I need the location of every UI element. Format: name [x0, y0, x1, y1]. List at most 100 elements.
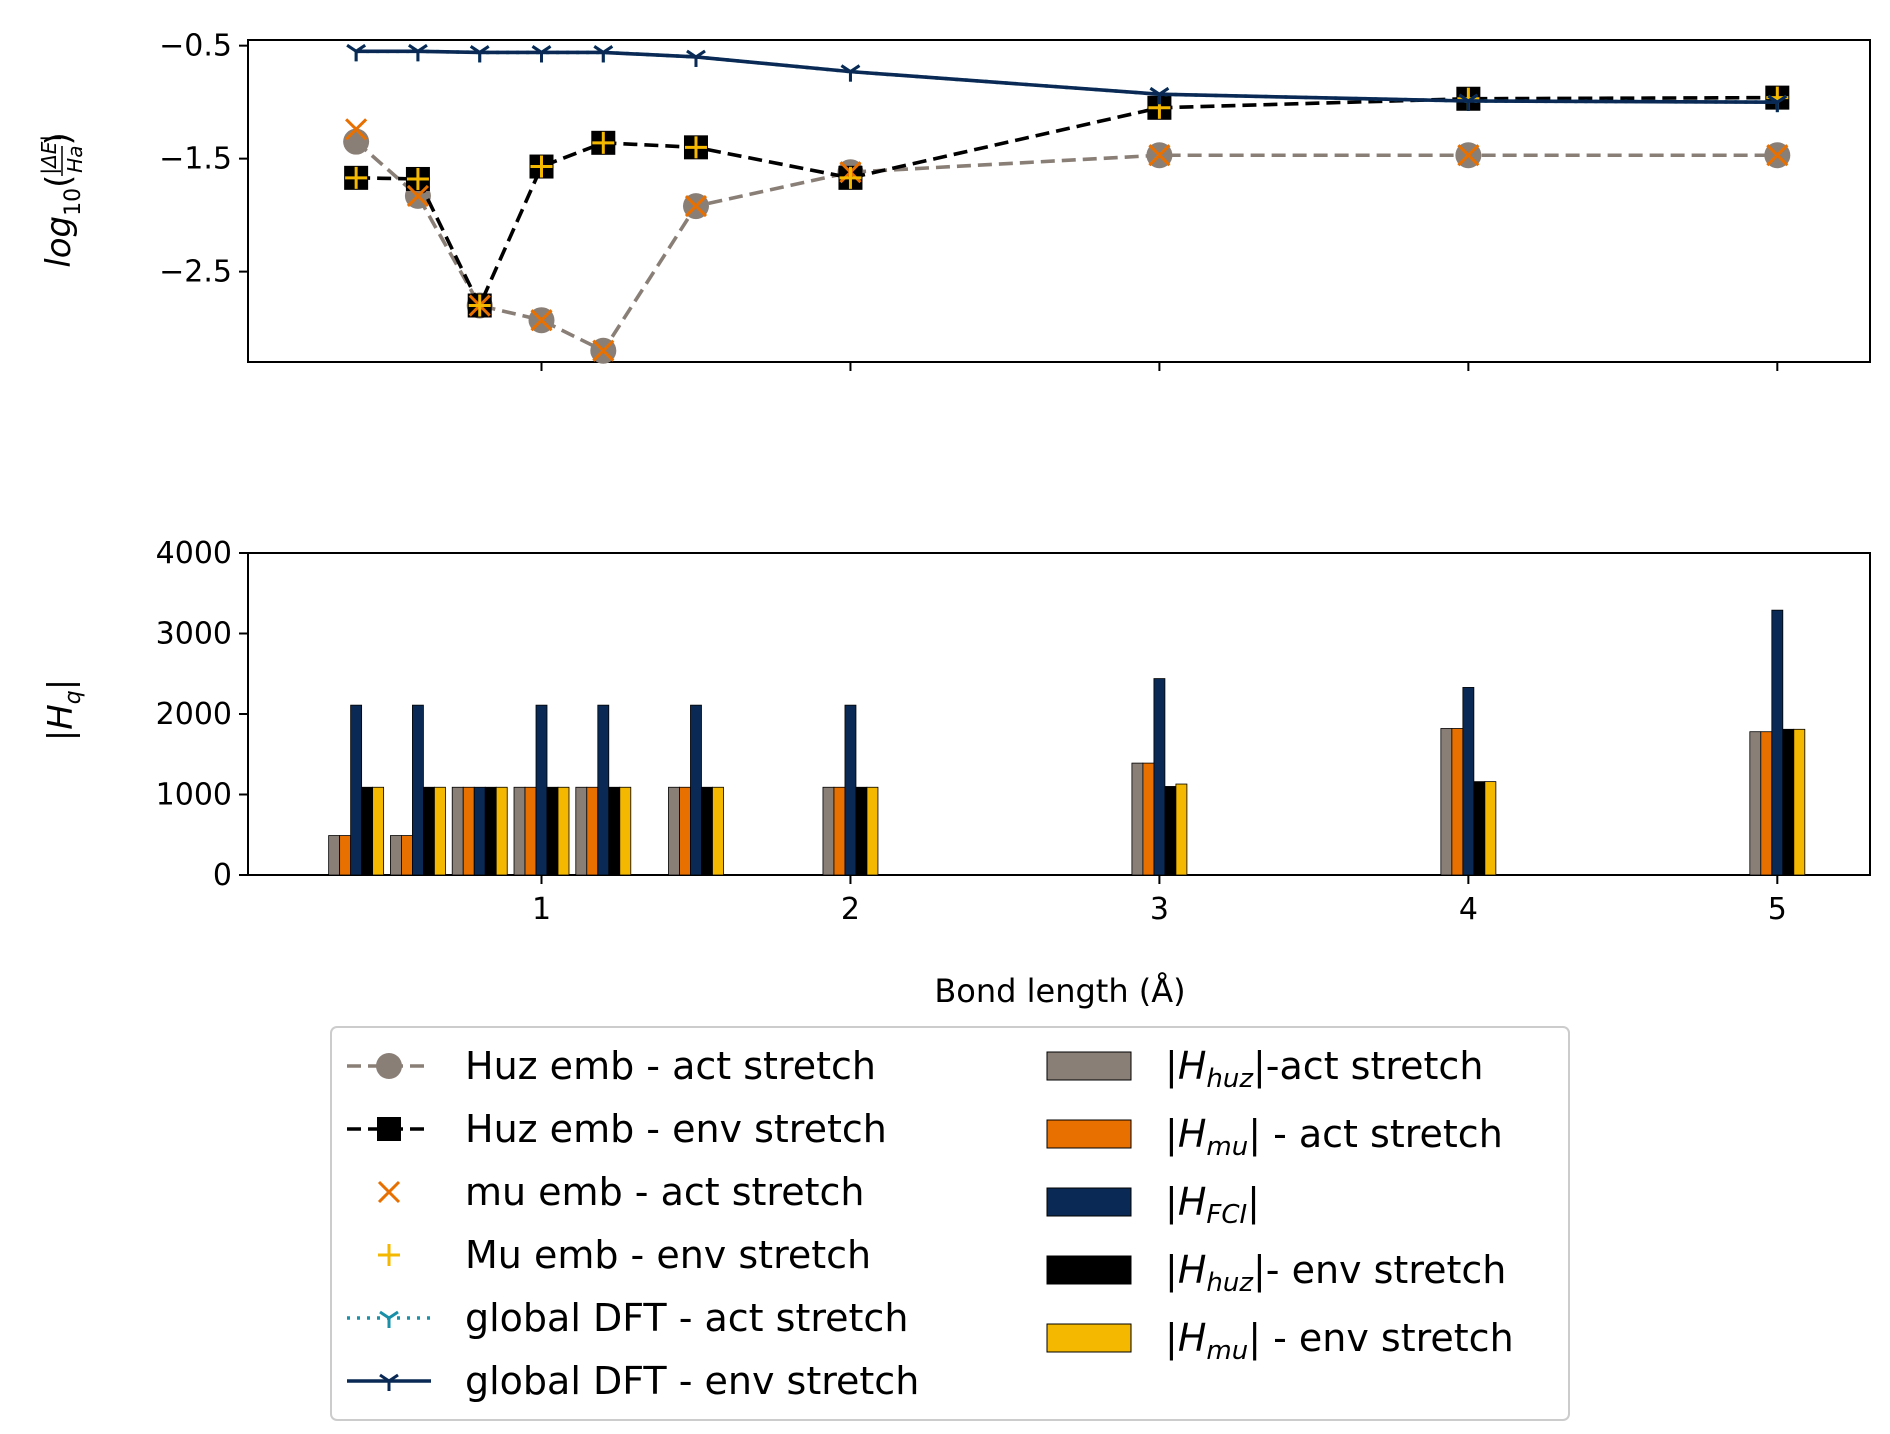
bar-1 [679, 786, 691, 876]
bar-1 [462, 786, 475, 876]
legend-entry-3: Mu emb - env stretch [378, 1233, 871, 1277]
legend-swatch [1046, 1119, 1132, 1149]
marker-stroke [388, 1310, 399, 1320]
data-point [684, 195, 708, 218]
bar-0 [390, 835, 402, 876]
bar-1 [586, 786, 599, 876]
data-point [406, 167, 429, 190]
data-point [592, 339, 615, 362]
bar-2 [1462, 687, 1475, 876]
bar-3 [1473, 781, 1486, 876]
bar-4 [619, 786, 632, 876]
legend-swatch [1046, 1255, 1132, 1285]
marker-stroke [1458, 93, 1470, 103]
legend-bar-entry-1: |Hmu| - act stretch [1046, 1112, 1503, 1162]
y-tick-label: −2.5 [159, 255, 232, 290]
marker-stroke [469, 45, 481, 54]
y-tick-label: −0.5 [159, 29, 232, 64]
legend-marker [379, 1373, 399, 1391]
legend-swatch [1046, 1323, 1132, 1353]
data-point [1767, 94, 1788, 113]
legend-marker [378, 1244, 400, 1266]
marker-stroke [377, 1180, 401, 1204]
bar-3 [855, 786, 868, 876]
marker-stroke [686, 49, 697, 59]
bar-4 [1175, 783, 1188, 876]
marker-stroke [540, 45, 552, 54]
data-point [1148, 144, 1171, 167]
marker-stroke [1149, 86, 1161, 96]
bar-3 [701, 786, 713, 876]
x-tick-label: 4 [1459, 892, 1478, 927]
bar-4 [434, 786, 446, 876]
marker-stroke [379, 1310, 390, 1320]
legend-label: Huz emb - act stretch [465, 1044, 876, 1088]
series-5 [346, 44, 1788, 113]
bar-0 [328, 835, 341, 876]
legend-label: |Hmu| - act stretch [1165, 1112, 1503, 1162]
y-tick-label: 1000 [156, 778, 232, 813]
bar-0 [451, 786, 464, 876]
bar-1 [1760, 731, 1773, 876]
data-point [1457, 144, 1480, 167]
bar-0 [513, 786, 526, 876]
legend-bar-entry-3: |Hhuz|- env stretch [1046, 1248, 1506, 1298]
legend-entry-5: global DFT - env stretch [347, 1359, 919, 1403]
bar-0 [1749, 731, 1762, 876]
marker-stroke [1158, 86, 1170, 96]
data-point [684, 136, 707, 159]
marker-stroke [1457, 144, 1480, 167]
data-point [593, 45, 614, 63]
legend-label: mu emb - act stretch [465, 1170, 864, 1214]
bar-4 [1793, 728, 1806, 876]
marker-stroke [593, 45, 605, 54]
marker-stroke [355, 44, 366, 53]
bar-2 [473, 786, 486, 876]
bottom-y-axis-label: |Hq| [41, 679, 86, 741]
marker-stroke [849, 64, 861, 73]
top-plot-frame [247, 39, 1871, 363]
series-line [356, 49, 1778, 104]
marker-stroke [840, 64, 852, 73]
bar-1 [1451, 728, 1464, 876]
bar-2 [1771, 609, 1784, 876]
bar-4 [372, 786, 385, 876]
legend-frame [330, 1026, 1570, 1421]
marker-stroke [530, 309, 553, 332]
legend-bar-entry-4: |Hmu| - env stretch [1046, 1316, 1514, 1366]
legend-marker [377, 1117, 401, 1141]
data-point [1766, 144, 1789, 167]
bar-3 [484, 786, 497, 876]
bar-1 [339, 835, 352, 876]
x-tick-label: 3 [1150, 892, 1169, 927]
marker-stroke [478, 45, 490, 54]
bar-1 [524, 786, 537, 876]
legend-bar-entry-0: |Hhuz|-act stretch [1046, 1044, 1483, 1094]
y-tick-label: 4000 [156, 536, 232, 571]
data-point [840, 64, 861, 82]
legend-entry-0: Huz emb - act stretch [347, 1044, 876, 1088]
marker-stroke [406, 184, 429, 207]
data-point [592, 131, 615, 154]
series-2 [345, 118, 1789, 362]
data-point [468, 294, 491, 317]
bar-3 [546, 786, 559, 876]
x-tick-label: 2 [841, 892, 860, 927]
x-tick-label: 1 [532, 892, 551, 927]
data-point [1149, 86, 1170, 105]
bar-0 [822, 786, 835, 876]
legend-entry-4: global DFT - act stretch [347, 1296, 908, 1340]
data-point [531, 45, 552, 63]
data-point [686, 49, 706, 67]
legend-swatch [1046, 1051, 1132, 1081]
legend: Huz emb - act stretch Huz emb - env stret… [330, 1026, 1570, 1421]
bar-0 [668, 786, 680, 876]
marker-stroke [417, 44, 428, 53]
legend-label: global DFT - env stretch [465, 1359, 919, 1403]
bar-2 [412, 704, 424, 876]
legend-label: |HFCI| [1165, 1180, 1260, 1230]
data-point [346, 44, 366, 62]
bar-3 [608, 786, 621, 876]
y-tick-label: 2000 [156, 697, 232, 732]
